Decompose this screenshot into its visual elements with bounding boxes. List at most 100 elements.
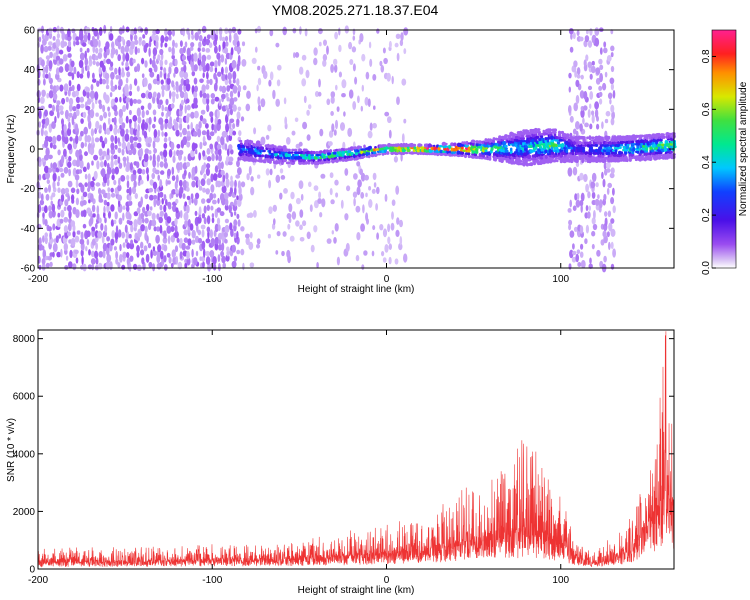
spectrogram-cell bbox=[126, 252, 130, 258]
spectrogram-ridge-cell bbox=[596, 141, 602, 145]
spectrogram-cell bbox=[147, 242, 152, 249]
spectrogram-cell bbox=[63, 206, 67, 212]
spectrogram-cell bbox=[384, 111, 390, 117]
spectrogram-cell bbox=[221, 66, 224, 75]
spectrogram-cell bbox=[140, 212, 145, 220]
spectrogram-cell bbox=[216, 109, 220, 119]
spectrogram-cell bbox=[182, 179, 188, 189]
spectrogram-cell bbox=[352, 28, 356, 36]
spectrogram-cell bbox=[605, 161, 611, 169]
spectrogram-cell bbox=[237, 167, 242, 176]
spectrogram-cell bbox=[41, 263, 46, 271]
spectrogram-cell bbox=[88, 249, 91, 256]
spectrogram-cell bbox=[43, 130, 48, 137]
spectrogram-cell bbox=[99, 161, 104, 168]
spectrogram-cell bbox=[216, 207, 222, 213]
spectrogram-cell bbox=[78, 59, 84, 69]
spectrogram-cell bbox=[587, 40, 593, 48]
spectrogram-cell bbox=[83, 126, 88, 135]
spectrogram-cell bbox=[70, 194, 75, 202]
spectrogram-ridge-cell bbox=[287, 148, 291, 152]
spectrogram-cell bbox=[240, 116, 245, 122]
spectrogram-cell bbox=[201, 213, 206, 219]
spectrogram-ridge-cell bbox=[581, 146, 586, 150]
spectrogram-ridge-cell bbox=[372, 150, 377, 155]
spectrogram-cell bbox=[103, 24, 107, 34]
spectrogram-cell bbox=[56, 134, 62, 142]
spectrogram-cell bbox=[203, 248, 206, 258]
spectrogram-cell bbox=[158, 117, 164, 125]
spectrogram-cell bbox=[606, 187, 610, 195]
spectrogram-cell bbox=[144, 217, 149, 224]
spectrogram-cell bbox=[144, 121, 148, 131]
spectrogram-cell bbox=[63, 225, 68, 233]
spectrogram-cell bbox=[58, 105, 64, 111]
spectrogram-cell bbox=[268, 206, 273, 215]
spectrogram-cell bbox=[62, 41, 68, 47]
spectrogram-cell bbox=[76, 230, 81, 235]
spectrogram-cell bbox=[96, 80, 100, 87]
spectrogram-cell bbox=[200, 178, 206, 187]
spectrogram-cell bbox=[226, 96, 230, 102]
spectrogram-cell bbox=[612, 187, 615, 196]
spectrogram-cell bbox=[283, 188, 288, 194]
spectrogram-cell bbox=[125, 61, 129, 68]
spectrogram-cell bbox=[179, 251, 183, 259]
spectrogram-cell bbox=[234, 179, 237, 189]
spectrogram-ridge-cell bbox=[490, 146, 494, 151]
spectrogram-cell bbox=[88, 59, 93, 67]
spectrogram-cell bbox=[137, 168, 143, 175]
spectrogram-cell bbox=[105, 41, 110, 50]
spectrogram-cell bbox=[214, 45, 218, 54]
spectrogram-cell bbox=[232, 39, 238, 46]
spectrogram-cell bbox=[281, 250, 285, 257]
spectrogram-cell bbox=[571, 256, 577, 263]
spectrogram-ridge-cell bbox=[473, 145, 477, 148]
spectrogram-cell bbox=[206, 34, 211, 40]
spectrogram-ridge-cell bbox=[241, 152, 245, 156]
spectrogram-cell bbox=[141, 109, 145, 119]
spectrogram-cell bbox=[232, 123, 236, 129]
spectrogram-cell bbox=[260, 136, 266, 146]
spectrogram-ridge-cell bbox=[655, 153, 659, 158]
spectrogram-cell bbox=[240, 248, 245, 256]
spectrogram-cell bbox=[75, 109, 80, 117]
spectrogram-ridge-cell bbox=[258, 156, 263, 160]
spectrogram-cell bbox=[60, 188, 66, 195]
spectrogram-cell bbox=[43, 45, 49, 53]
spectrogram-cell bbox=[138, 213, 142, 221]
spectrogram-cell bbox=[403, 27, 409, 36]
spectrogram-cell bbox=[45, 262, 50, 268]
spectrogram-ridge-cell bbox=[642, 142, 646, 146]
spectrogram-cell bbox=[117, 54, 121, 62]
spectrogram-cell bbox=[568, 105, 572, 114]
spectrogram-ridge-cell bbox=[533, 131, 538, 134]
spectrogram-cell bbox=[217, 162, 222, 170]
spectrogram-cell bbox=[55, 104, 60, 113]
spectrogram-ridge-cell bbox=[597, 156, 601, 161]
spectrogram-ridge-cell bbox=[346, 152, 350, 156]
spectrogram-cell bbox=[126, 161, 131, 171]
spectrogram-cell bbox=[149, 179, 154, 186]
spectrogram-ridge-cell bbox=[475, 150, 479, 154]
spectrogram-cell bbox=[202, 92, 207, 99]
spectrogram-cell bbox=[98, 262, 103, 270]
spectrogram-cell bbox=[220, 169, 225, 176]
spectrogram-cell bbox=[403, 253, 408, 263]
spectrogram-cell bbox=[230, 175, 233, 182]
spectrogram-cell bbox=[94, 127, 97, 135]
spectrogram-ridge-cell bbox=[327, 151, 332, 156]
spectrogram-cell bbox=[185, 83, 191, 92]
spectrogram-cell bbox=[318, 191, 322, 199]
spectrogram-cell bbox=[130, 40, 135, 50]
spectrogram-cell bbox=[86, 48, 90, 53]
spectrogram-cell bbox=[56, 251, 61, 258]
spectrogram-cell bbox=[84, 173, 88, 180]
spectrogram-cell bbox=[234, 186, 237, 196]
spectrogram-cell bbox=[117, 128, 121, 134]
spectrogram-cell bbox=[206, 163, 211, 169]
spectrogram-cell bbox=[330, 111, 334, 116]
spectrogram-cell bbox=[184, 201, 188, 207]
spectrogram-ridge-cell bbox=[634, 158, 638, 162]
spectrogram-cell bbox=[186, 130, 191, 137]
